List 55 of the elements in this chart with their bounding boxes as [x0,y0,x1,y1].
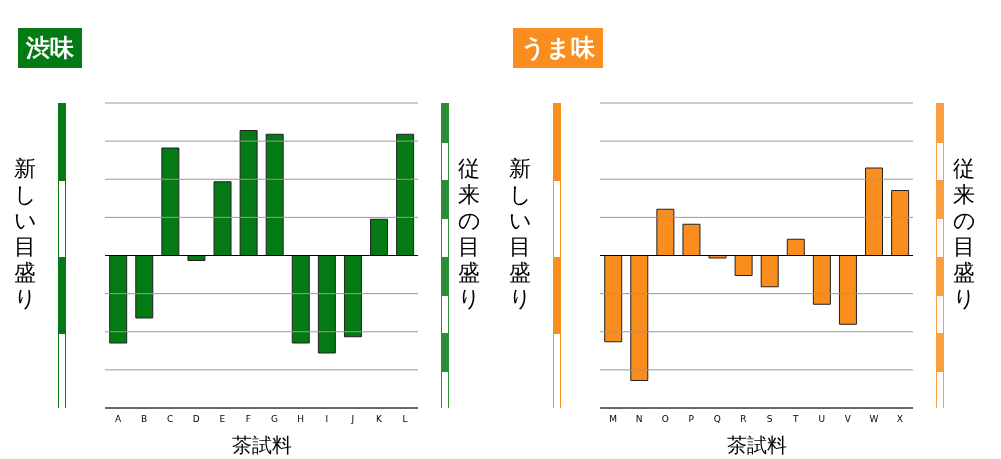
x-tick-label: K [375,414,383,425]
x-tick-label: E [219,414,226,425]
x-tick-label: X [896,414,904,425]
bar [630,255,649,381]
x-tick-label: L [402,414,408,425]
bar [239,130,258,256]
x-tick-label: T [791,414,799,425]
x-tick-label: B [141,414,148,425]
x-tick-label: J [350,414,355,425]
x-tick-label: R [740,414,747,425]
bar [343,255,362,338]
y2-axis-title: 従来の目盛り [456,156,482,312]
bar [317,255,336,354]
bar [265,133,284,256]
x-tick-label: U [818,414,826,425]
x-tick-label: H [297,414,305,425]
x-axis-title: 茶試料 [725,432,788,459]
bar [135,255,154,319]
chart-title: 渋味 [18,28,82,68]
bar [838,255,857,325]
x-tick-label: M [609,414,617,425]
y-axis-title: 新しい目盛り [12,156,38,312]
x-tick-label: S [766,414,773,425]
bar [656,208,675,256]
x-tick-label: N [635,414,643,425]
bar [370,218,389,256]
bar [109,255,128,344]
x-tick-label: W [869,414,879,425]
bar [604,255,623,343]
bar [812,255,831,305]
chart-title: うま味 [513,28,603,68]
y2-axis-title: 従来の目盛り [951,156,977,312]
bar [891,190,910,256]
bar [396,133,415,256]
x-tick-label: O [661,414,669,425]
bar [734,255,753,276]
x-tick-label: G [271,414,279,425]
x-tick-label: V [844,414,852,425]
x-tick-label: P [688,414,695,425]
x-tick-label: F [245,414,252,425]
x-tick-label: D [192,414,200,425]
x-tick-label: I [325,414,329,425]
bar [865,167,884,256]
bar [708,255,727,259]
bar [786,238,805,256]
bar [760,255,779,288]
x-axis-title: 茶試料 [230,432,293,459]
bar [213,181,232,256]
x-tick-label: Q [713,414,721,425]
y-axis-title: 新しい目盛り [507,156,533,312]
bar [161,147,180,256]
bar [682,223,701,256]
bar [291,255,310,344]
x-tick-label: A [114,414,122,425]
x-tick-label: C [167,414,174,425]
